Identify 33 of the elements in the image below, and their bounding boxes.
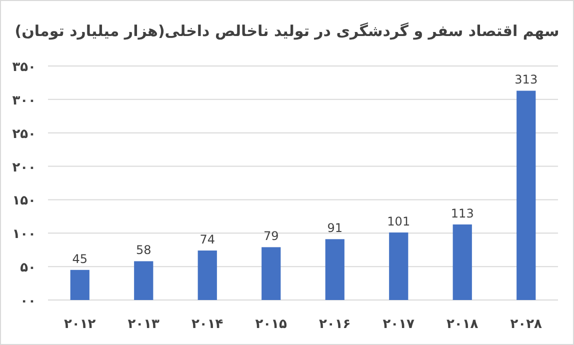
y-tick-label: ۳۰۰ [12, 93, 36, 108]
x-tick-label: ۲۰۱۷ [382, 317, 415, 332]
x-tick-label: ۲۰۱۲ [64, 317, 96, 332]
bar [516, 90, 536, 300]
y-tick-label: ۱۵۰ [12, 194, 36, 209]
x-tick-label: ۲۰۱۵ [255, 317, 288, 332]
data-label: 91 [327, 221, 343, 236]
data-label: 113 [450, 206, 474, 220]
y-tick-label: ۱۰۰ [12, 227, 36, 242]
y-tick-label: ۲۵۰ [12, 126, 36, 142]
x-tick-label: ۲۰۲۸ [510, 317, 542, 332]
y-tick-label: ۰۰ [20, 294, 36, 309]
bar [70, 270, 90, 300]
bar [389, 232, 408, 300]
bar [134, 261, 154, 300]
bar [325, 239, 344, 300]
y-tick-label: ۳۵۰ [12, 60, 36, 75]
y-tick-label: ۲۰۰ [12, 160, 36, 176]
chart-title: سهم اقتصاد سفر و گردشگری در تولید ناخالص داخلی(هزار میلیارد تومان) [14, 22, 560, 40]
data-label: 79 [263, 229, 279, 244]
data-label: 45 [72, 252, 88, 266]
bar [198, 250, 217, 300]
x-tick-label: ۲۰۱۳ [128, 317, 160, 332]
data-label: 101 [387, 214, 410, 228]
data-label: 58 [136, 243, 152, 258]
bar [452, 224, 472, 300]
data-label: 74 [200, 232, 216, 247]
x-tick-label: ۲۰۱۶ [319, 317, 351, 332]
data-label: 313 [514, 72, 538, 87]
y-tick-label: ۵۰ [20, 260, 36, 276]
x-tick-label: ۲۰۱۸ [446, 317, 478, 332]
bar [262, 247, 281, 300]
x-tick-label: ۲۰۱۴ [192, 317, 224, 332]
